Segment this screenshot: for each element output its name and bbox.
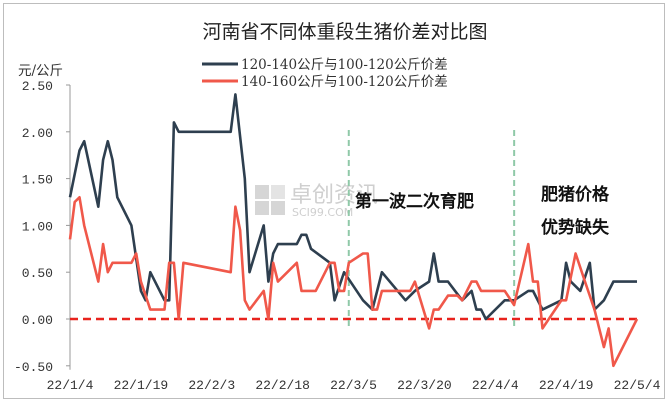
x-tick-label: 22/3/5 xyxy=(330,378,377,393)
x-tick-label: 22/1/19 xyxy=(114,378,169,393)
annotation-price-advantage-line2: 优势缺失 xyxy=(541,217,610,238)
chart-frame xyxy=(3,3,665,399)
x-tick-label: 22/4/19 xyxy=(539,378,594,393)
vertical-markers xyxy=(347,130,516,326)
watermark-subtext: SCI99.COM xyxy=(292,206,353,219)
chart-title: 河南省不同体重段生猪价差对比图 xyxy=(202,21,487,43)
axes: 2.50 2.00 1.50 1.00 0.50 0.00 -0.50 22/1/4 22/1/… xyxy=(14,79,661,393)
x-tick-label: 22/4/4 xyxy=(472,378,519,393)
y-tick-label: 2.50 xyxy=(22,79,53,94)
x-tick-label: 22/5/4 xyxy=(614,378,661,393)
legend-label: 120-140公斤与100-120公斤价差 xyxy=(241,57,448,73)
y-tick-label: 1.00 xyxy=(22,219,53,234)
series-line-1 xyxy=(68,93,637,321)
y-tick-label: 2.00 xyxy=(22,126,53,141)
legend-label: 140-160公斤与100-120公斤价差 xyxy=(241,74,448,90)
x-tick-label: 22/3/20 xyxy=(397,378,452,393)
y-tick-label: 0.50 xyxy=(22,266,53,281)
x-tick-label: 22/1/4 xyxy=(47,378,94,393)
y-tick-label: -0.50 xyxy=(14,360,53,375)
watermark-logo: 卓创资讯 SCI99.COM xyxy=(255,183,378,219)
x-tick-label: 22/2/18 xyxy=(255,378,310,393)
y-axis-label: 元/公斤 xyxy=(18,63,63,79)
series-line-2 xyxy=(68,196,639,368)
y-tick-label: 0.00 xyxy=(22,313,53,328)
legend: 120-140公斤与100-120公斤价差140-160公斤与100-120公斤… xyxy=(202,57,448,90)
annotation-price-advantage-line1: 肥猪价格 xyxy=(541,184,610,205)
y-tick-label: 1.50 xyxy=(22,173,53,188)
watermark-text: 卓创资讯 xyxy=(290,183,378,208)
x-tick-label: 22/2/3 xyxy=(188,378,235,393)
annotation-second-fattening: 第一波二次育肥 xyxy=(355,191,474,212)
series-lines xyxy=(68,93,639,368)
